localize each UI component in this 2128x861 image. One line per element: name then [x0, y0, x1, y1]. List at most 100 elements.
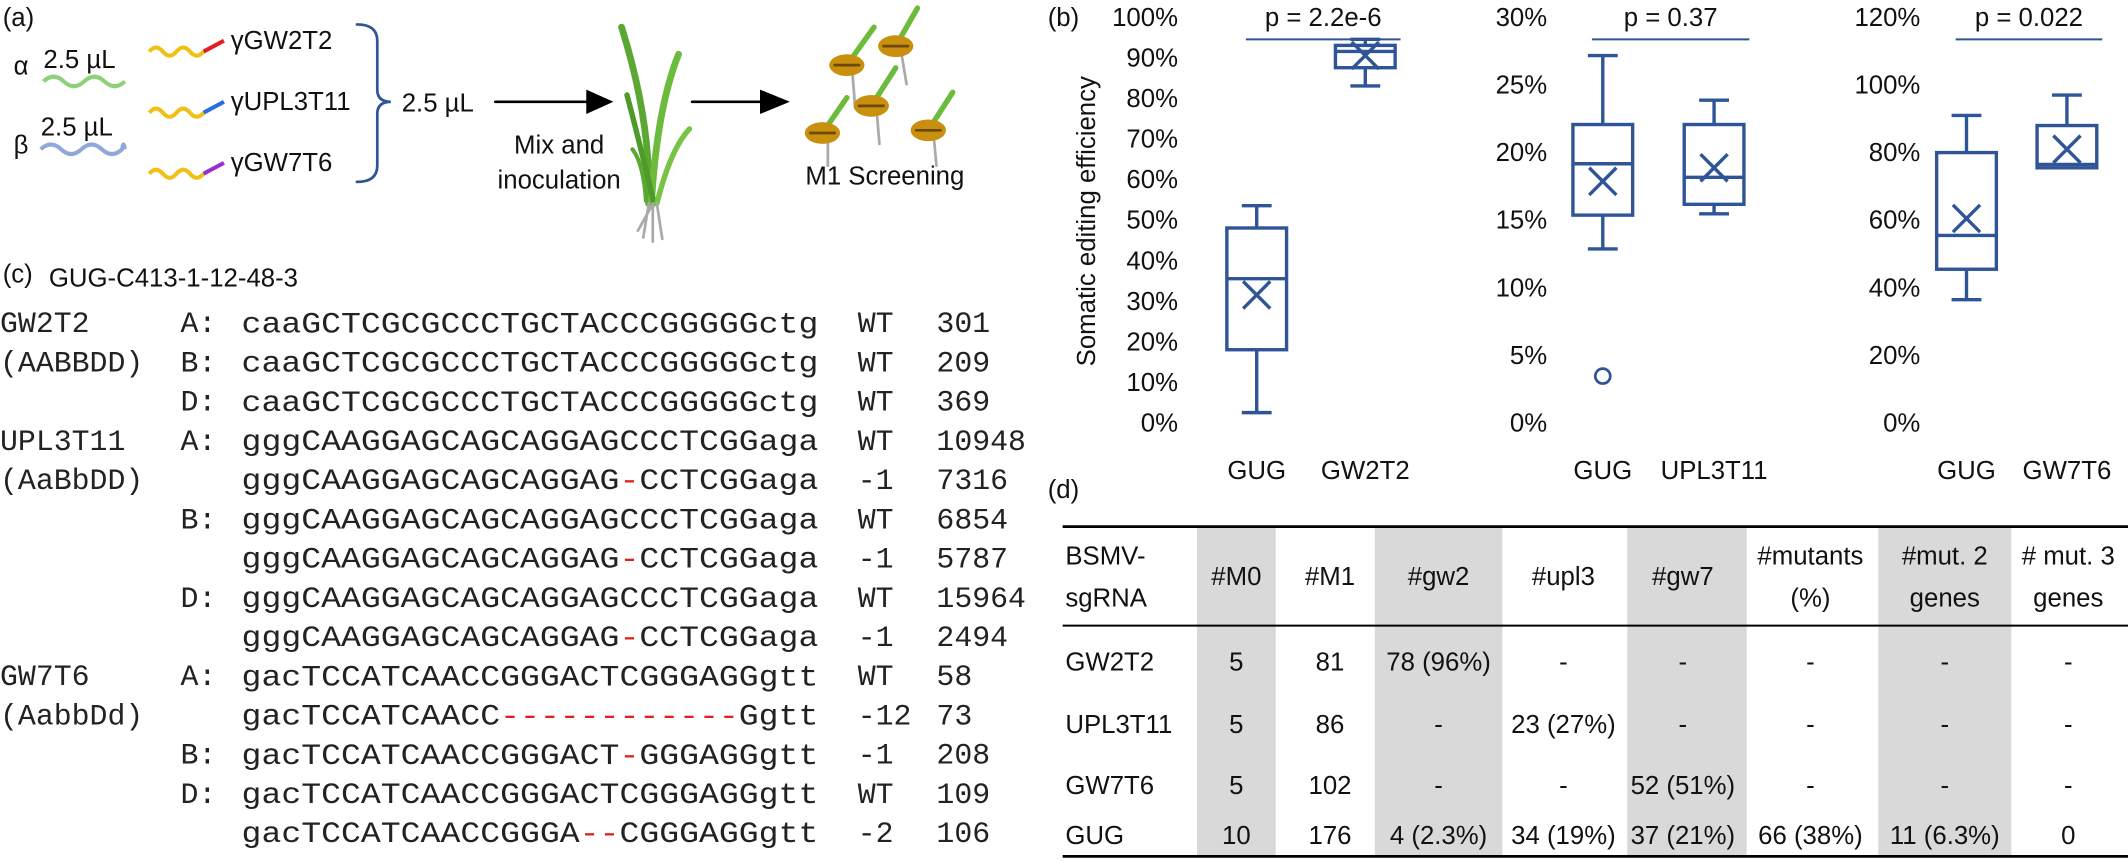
y-tick-label: 100% — [1854, 71, 1920, 99]
mutation-type: -1 — [858, 464, 894, 498]
sequence-part: GGGAGGgtt — [639, 739, 818, 773]
mutation-type: WT — [858, 660, 894, 694]
volume-label: 2.5 µL — [402, 89, 474, 117]
y-tick-label: 0% — [1883, 410, 1920, 438]
plant — [618, 23, 693, 243]
sequence-part: CCTCGGaga — [639, 464, 818, 498]
mutation-type: WT — [858, 346, 894, 380]
virus-label: α — [14, 53, 29, 81]
genotype-label: (AaBbDD) — [0, 464, 143, 498]
table-cell: 5 — [1229, 648, 1243, 676]
sequence-part: CGGGAGGgtt — [619, 817, 818, 851]
x-tick-label: UPL3T11 — [1661, 457, 1768, 485]
y-tick-label: 70% — [1126, 126, 1178, 154]
panel-label: (c) — [3, 260, 33, 288]
shaded-column — [1627, 527, 1747, 856]
table-cell: 4 (2.3%) — [1390, 822, 1487, 850]
y-tick-label: 30% — [1496, 4, 1548, 32]
table-cell: 34 (19%) — [1511, 822, 1616, 850]
header-cell: #mut. 2 — [1902, 543, 1988, 571]
table-cell: 11 (6.3%) — [1890, 822, 2000, 850]
table-cell: - — [1940, 711, 1949, 739]
panel-a-art — [355, 5, 956, 243]
y-tick-label: 60% — [1869, 207, 1921, 235]
sequence: gggCAAGGAGCAGCAGGAG -CCTCGGaga — [242, 543, 819, 577]
header-cell: #upl3 — [1532, 563, 1595, 591]
table-cell: - — [1679, 648, 1688, 676]
y-tick-label: 50% — [1126, 207, 1178, 235]
step-label: inoculation — [498, 167, 621, 195]
table-cell: - — [1559, 772, 1568, 800]
sgrna-wave — [147, 167, 206, 180]
header-cell: #gw2 — [1408, 563, 1470, 591]
sgrna-tail — [202, 38, 225, 54]
table-cell: - — [1940, 772, 1949, 800]
sequence: gacTCCATCAACCGGGACTCGGGAGGgtt — [242, 660, 819, 694]
mutation-type: -1 — [858, 621, 894, 655]
sequence-part: gacTCCATCAACCGGGA — [242, 817, 580, 851]
sequence-part: gggCAAGGAGCAGCAGGAG — [242, 621, 620, 655]
table-cell: 176 — [1309, 822, 1352, 850]
sgrna-wave — [147, 106, 206, 119]
y-tick-label: 40% — [1869, 274, 1921, 302]
header-cell: #mutants — [1757, 543, 1863, 571]
mutation-type: WT — [858, 307, 894, 341]
allele-label: A: — [181, 660, 217, 694]
y-tick-label: 0% — [1510, 410, 1547, 438]
table-cell: GUG — [1065, 822, 1124, 850]
sequence-part: gacTCCATCAACC — [242, 699, 501, 733]
genotype-label: GW7T6 — [0, 660, 90, 694]
table-cell: UPL3T11 — [1065, 711, 1172, 739]
x-tick-label: GW7T6 — [2023, 457, 2112, 485]
sequence: caaGCTCGCGCCCTGCTACCCGGGGGctg — [242, 307, 819, 341]
read-count: 73 — [936, 699, 972, 733]
outlier — [1593, 367, 1612, 385]
table-cell: 23 (27%) — [1511, 711, 1616, 739]
y-tick-label: 20% — [1126, 328, 1178, 356]
sgrna-tail — [202, 161, 225, 176]
sequence: gggCAAGGAGCAGCAGGAGCCCTCGGaga — [242, 582, 819, 616]
table-cell: 102 — [1309, 772, 1352, 800]
sequence-part: gggCAAGGAGCAGCAGGAGCCCTCGGaga — [242, 425, 819, 459]
sequence-part: caaGCTCGCGCCCTGCTACCCGGGGGctg — [242, 346, 819, 380]
table-cell: 86 — [1316, 711, 1345, 739]
y-tick-label: 80% — [1126, 85, 1178, 113]
read-count: 109 — [936, 778, 990, 812]
header-cell: # mut. 3 — [2022, 543, 2115, 571]
box — [1571, 122, 1635, 217]
sequence-part: - — [619, 464, 639, 498]
panel-label: (d) — [1048, 476, 1080, 504]
y-tick-label: 20% — [1869, 342, 1921, 370]
step-label: M1 Screening — [805, 163, 964, 191]
header-cell: #M0 — [1211, 563, 1261, 591]
mutation-type: WT — [858, 425, 894, 459]
y-axis-label: Somatic editing efficiency — [1073, 76, 1101, 366]
sequence-part: gacTCCATCAACCGGGACTCGGGAGGgtt — [242, 660, 819, 694]
table-cell: - — [1559, 648, 1568, 676]
table-cell: - — [1806, 711, 1815, 739]
y-tick-label: 90% — [1126, 44, 1178, 72]
p-value: p = 0.37 — [1624, 4, 1718, 32]
read-count: 2494 — [936, 621, 1008, 655]
sgrna-label: γGW2T2 — [231, 27, 333, 55]
sequence-part: - — [619, 621, 639, 655]
header-cell: (%) — [1790, 585, 1830, 613]
table-cell: 10 — [1222, 822, 1251, 850]
y-tick-label: 30% — [1126, 288, 1178, 316]
allele-label: B: — [181, 739, 217, 773]
volume-label: 2.5 µL — [41, 114, 113, 142]
read-count: 6854 — [936, 503, 1008, 537]
sequence-part: ------------ — [500, 699, 739, 733]
sequence-part: gggCAAGGAGCAGCAGGAG — [242, 464, 620, 498]
sequence: gacTCCATCAACCGGGACT -GGGAGGgtt — [242, 739, 819, 773]
y-tick-label: 120% — [1854, 4, 1920, 32]
sequence: gggCAAGGAGCAGCAGGAG -CCTCGGaga — [242, 464, 819, 498]
sequence: gacTCCATCAACCGGGACTCGGGAGGgtt — [242, 778, 819, 812]
sequence-part: - — [619, 739, 639, 773]
seeds — [804, 5, 956, 167]
x-tick-label: GUG — [1573, 457, 1632, 485]
read-count: 369 — [936, 386, 990, 420]
allele-label: D: — [181, 582, 217, 616]
table-cell: 0 — [2061, 822, 2075, 850]
